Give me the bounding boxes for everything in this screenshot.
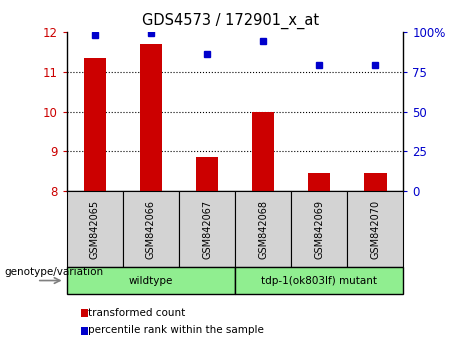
Text: wildtype: wildtype xyxy=(129,275,173,286)
Text: GDS4573 / 172901_x_at: GDS4573 / 172901_x_at xyxy=(142,12,319,29)
Bar xyxy=(83,58,106,191)
Text: GSM842070: GSM842070 xyxy=(370,200,380,259)
Bar xyxy=(252,112,274,191)
Text: genotype/variation: genotype/variation xyxy=(5,267,104,277)
Text: GSM842069: GSM842069 xyxy=(314,200,324,259)
Bar xyxy=(140,44,162,191)
Bar xyxy=(196,157,218,191)
Text: GSM842067: GSM842067 xyxy=(202,200,212,259)
Bar xyxy=(308,173,331,191)
Text: transformed count: transformed count xyxy=(88,308,185,318)
Bar xyxy=(364,173,386,191)
Text: percentile rank within the sample: percentile rank within the sample xyxy=(88,325,264,335)
Text: GSM842066: GSM842066 xyxy=(146,200,156,259)
Text: tdp-1(ok803lf) mutant: tdp-1(ok803lf) mutant xyxy=(261,275,377,286)
Text: GSM842065: GSM842065 xyxy=(90,200,100,259)
Text: GSM842068: GSM842068 xyxy=(258,200,268,259)
